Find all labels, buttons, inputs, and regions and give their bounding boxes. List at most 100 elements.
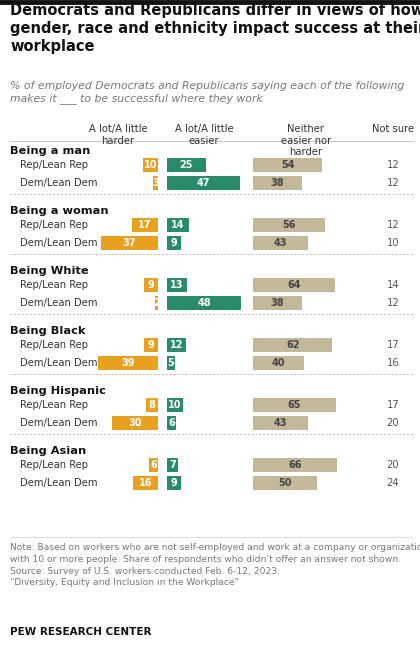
Text: Rep/Lean Rep: Rep/Lean Rep	[20, 460, 88, 470]
Bar	[253, 416, 308, 430]
Bar	[167, 158, 206, 172]
Text: Rep/Lean Rep: Rep/Lean Rep	[20, 160, 88, 170]
Text: 3: 3	[152, 178, 159, 188]
Text: 17: 17	[387, 340, 399, 350]
Bar	[253, 176, 302, 190]
Text: 8: 8	[148, 400, 155, 410]
Text: 10: 10	[144, 160, 157, 170]
Text: A lot/A little
easier: A lot/A little easier	[175, 124, 234, 146]
Text: Rep/Lean Rep: Rep/Lean Rep	[20, 280, 88, 290]
Text: 6: 6	[150, 460, 157, 470]
Text: Being a man: Being a man	[10, 146, 90, 156]
Text: 2: 2	[153, 298, 160, 308]
Bar	[167, 218, 189, 232]
Text: 43: 43	[274, 418, 287, 428]
Text: 62: 62	[286, 340, 299, 350]
Text: 56: 56	[282, 220, 296, 230]
Bar	[101, 236, 158, 250]
Text: 5: 5	[168, 358, 174, 368]
Text: 43: 43	[274, 238, 287, 248]
Text: 47: 47	[197, 178, 210, 188]
Text: 16: 16	[139, 478, 152, 488]
Text: 7: 7	[169, 460, 176, 470]
Text: Dem/Lean Dem: Dem/Lean Dem	[20, 478, 97, 488]
Text: Dem/Lean Dem: Dem/Lean Dem	[20, 178, 97, 188]
Bar	[253, 158, 322, 172]
Text: Being White: Being White	[10, 266, 89, 276]
Text: Neither
easier nor
harder: Neither easier nor harder	[281, 124, 331, 157]
Bar	[144, 278, 158, 292]
Text: 16: 16	[387, 358, 399, 368]
Bar	[253, 218, 325, 232]
Bar	[167, 416, 176, 430]
Text: 17: 17	[138, 220, 152, 230]
Text: 9: 9	[171, 478, 177, 488]
Text: 9: 9	[148, 340, 155, 350]
Text: 40: 40	[272, 358, 285, 368]
Bar	[149, 458, 158, 472]
Text: Dem/Lean Dem: Dem/Lean Dem	[20, 238, 97, 248]
Bar	[155, 296, 158, 310]
Text: A lot/A little
harder: A lot/A little harder	[89, 124, 147, 146]
Text: Democrats and Republicans differ in views of how
gender, race and ethnicity impa: Democrats and Republicans differ in view…	[10, 3, 420, 54]
Text: 50: 50	[278, 478, 292, 488]
Text: Being Black: Being Black	[10, 326, 86, 336]
Text: 10: 10	[387, 238, 399, 248]
Text: 65: 65	[288, 400, 302, 410]
Text: 54: 54	[281, 160, 294, 170]
Text: 14: 14	[387, 280, 399, 290]
Text: Note: Based on workers who are not self-employed and work at a company or organi: Note: Based on workers who are not self-…	[10, 543, 420, 587]
Bar	[253, 296, 302, 310]
Text: Dem/Lean Dem: Dem/Lean Dem	[20, 298, 97, 308]
Text: 13: 13	[171, 280, 184, 290]
Bar	[167, 458, 178, 472]
Bar	[253, 356, 304, 370]
Bar	[253, 278, 335, 292]
Bar	[146, 398, 158, 412]
Bar	[111, 416, 158, 430]
Bar	[131, 218, 158, 232]
Text: PEW RESEARCH CENTER: PEW RESEARCH CENTER	[10, 627, 152, 637]
Bar	[167, 176, 240, 190]
Bar	[167, 398, 183, 412]
Text: 25: 25	[180, 160, 193, 170]
Text: 20: 20	[387, 460, 399, 470]
Bar	[97, 356, 158, 370]
Text: Rep/Lean Rep: Rep/Lean Rep	[20, 400, 88, 410]
Text: Being Hispanic: Being Hispanic	[10, 386, 106, 396]
Text: 30: 30	[128, 418, 142, 428]
Text: 38: 38	[270, 298, 284, 308]
Bar	[253, 236, 308, 250]
Text: Rep/Lean Rep: Rep/Lean Rep	[20, 340, 88, 350]
Bar	[167, 476, 181, 490]
Text: 48: 48	[197, 298, 211, 308]
Bar	[253, 476, 317, 490]
Bar	[253, 398, 336, 412]
Bar	[167, 296, 241, 310]
Bar	[142, 158, 158, 172]
Text: 38: 38	[270, 178, 284, 188]
Bar	[253, 338, 332, 352]
Bar	[253, 458, 338, 472]
Text: 12: 12	[387, 298, 399, 308]
Text: % of employed Democrats and Republicans saying each of the following
makes it __: % of employed Democrats and Republicans …	[10, 81, 404, 104]
Text: 12: 12	[387, 220, 399, 230]
Bar	[133, 476, 158, 490]
Text: Dem/Lean Dem: Dem/Lean Dem	[20, 418, 97, 428]
Bar	[153, 176, 158, 190]
Text: 17: 17	[387, 400, 399, 410]
Text: 66: 66	[289, 460, 302, 470]
Text: 24: 24	[387, 478, 399, 488]
Text: 64: 64	[287, 280, 301, 290]
Text: Not sure: Not sure	[372, 124, 414, 134]
Text: 14: 14	[171, 220, 185, 230]
Text: Rep/Lean Rep: Rep/Lean Rep	[20, 220, 88, 230]
Text: Being a woman: Being a woman	[10, 206, 109, 216]
Text: 20: 20	[387, 418, 399, 428]
Text: 9: 9	[171, 238, 177, 248]
Bar	[167, 338, 186, 352]
Bar	[144, 338, 158, 352]
Text: 12: 12	[387, 160, 399, 170]
Bar	[167, 236, 181, 250]
Text: 12: 12	[387, 178, 399, 188]
